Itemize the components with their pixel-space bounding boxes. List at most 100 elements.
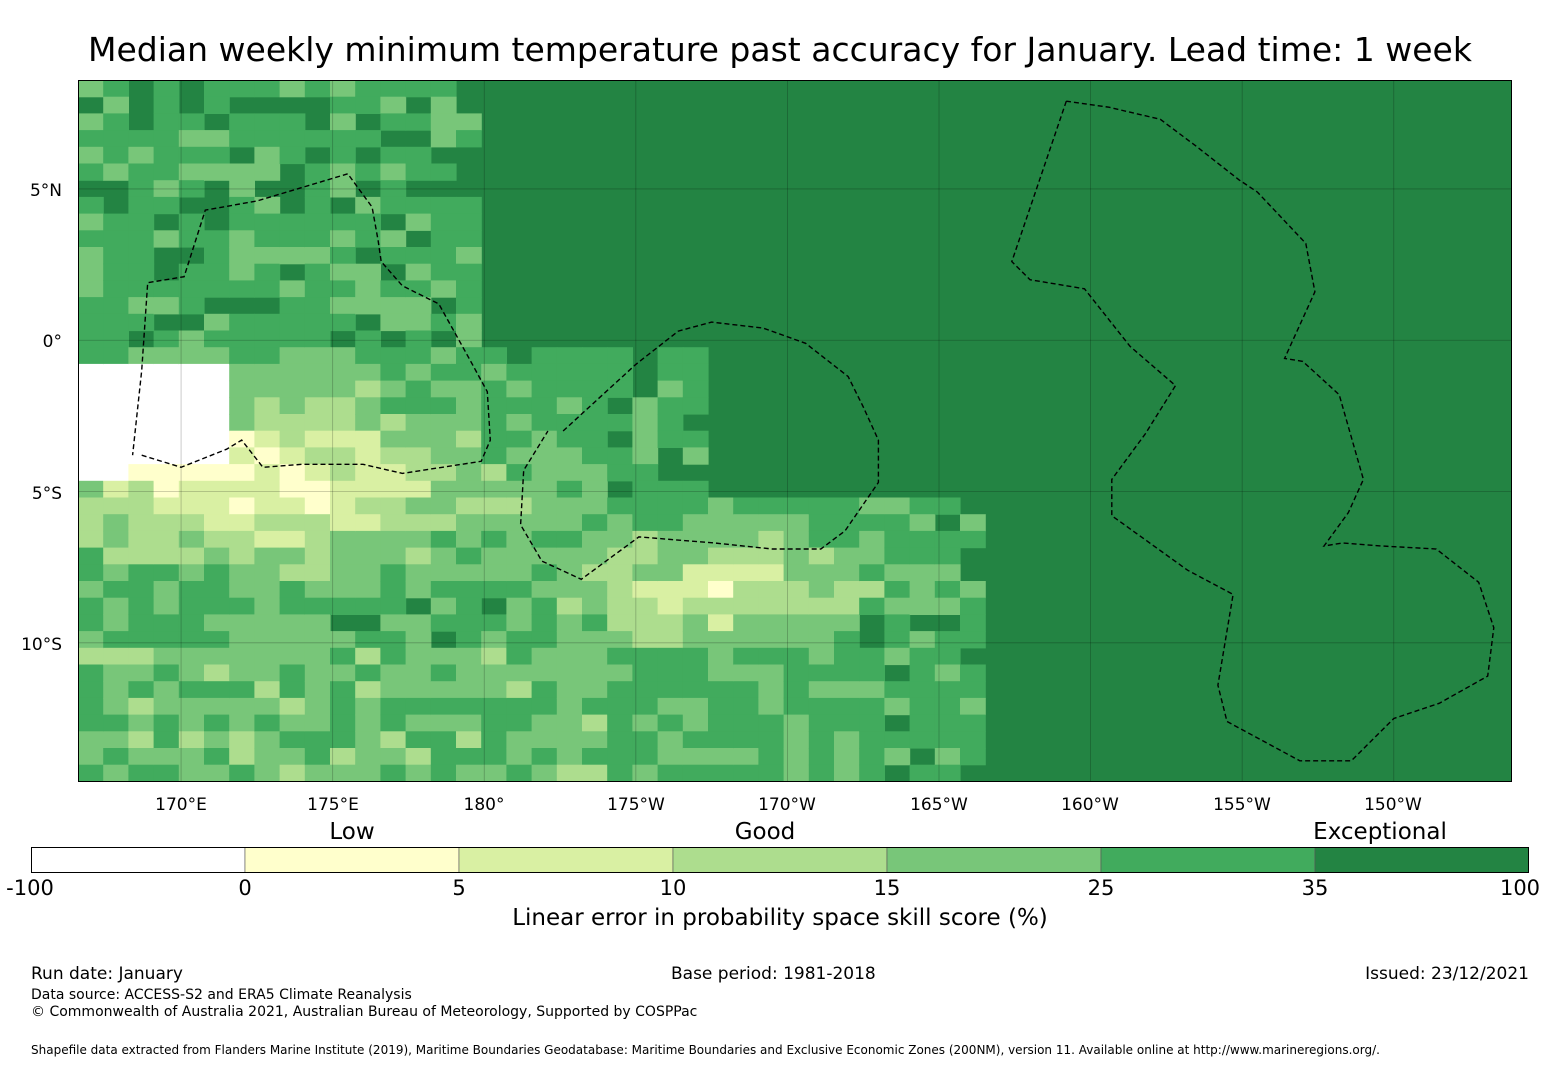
skill-cell — [330, 213, 356, 231]
skill-cell — [78, 213, 104, 231]
skill-cell — [657, 748, 684, 766]
skill-cell — [380, 714, 407, 732]
skill-cell — [330, 464, 356, 482]
skill-cell — [355, 363, 381, 382]
skill-cell — [128, 497, 155, 515]
skill-cell — [380, 113, 407, 131]
skill-cell — [153, 330, 180, 348]
skill-cell — [733, 614, 759, 632]
skill-cell — [783, 581, 810, 599]
skill-cell — [909, 564, 936, 582]
skill-cell — [279, 480, 306, 499]
skill-cell — [682, 631, 709, 649]
skill-cell — [884, 748, 911, 766]
skill-cell — [733, 564, 759, 582]
skill-cell — [607, 414, 633, 432]
skill-cell — [531, 380, 558, 398]
skill-cell — [229, 397, 255, 415]
skill-cell — [304, 464, 331, 482]
skill-cell — [859, 748, 885, 766]
skill-cell — [632, 631, 659, 649]
skill-cell — [758, 647, 785, 666]
skill-cell — [682, 530, 709, 549]
skill-cell — [733, 681, 759, 699]
eez-boundary-tuvalu — [131, 172, 492, 475]
skill-cell — [506, 464, 533, 482]
skill-cell — [430, 247, 457, 265]
skill-cell — [330, 764, 356, 782]
skill-cell — [304, 313, 331, 332]
skill-cell — [204, 714, 230, 732]
skill-cell — [178, 380, 205, 398]
skill-cell — [632, 664, 659, 682]
skill-cell — [456, 714, 482, 732]
skill-cell — [758, 530, 785, 549]
skill-cell — [506, 514, 533, 532]
skill-cell — [657, 514, 684, 532]
skill-cell — [178, 547, 205, 565]
skill-cell — [506, 748, 533, 766]
skill-cell — [682, 597, 709, 615]
skill-cell — [405, 530, 432, 549]
skill-cell — [128, 146, 155, 165]
skill-cell — [279, 313, 306, 332]
skill-cell — [456, 664, 482, 682]
skill-cell — [178, 597, 205, 615]
skill-cell — [279, 530, 306, 549]
skill-cell — [632, 430, 659, 448]
colorbar-segment — [886, 847, 1102, 873]
skill-cell — [657, 363, 684, 382]
skill-cell — [430, 130, 457, 148]
skill-cell — [204, 96, 230, 114]
skill-cell — [204, 530, 230, 549]
skill-cell — [582, 631, 608, 649]
skill-cell — [506, 681, 533, 699]
skill-cell — [254, 581, 281, 599]
skill-cell — [229, 263, 255, 281]
skill-cell — [380, 280, 407, 298]
skill-cell — [657, 581, 684, 599]
skill-cell — [330, 748, 356, 766]
skill-cell — [229, 163, 255, 181]
skill-cell — [229, 714, 255, 732]
skill-cell — [304, 681, 331, 699]
skill-cell — [229, 547, 255, 565]
skill-cell — [330, 480, 356, 499]
skill-cell — [128, 514, 155, 532]
lon-label-165w: 165°W — [910, 795, 968, 815]
skill-cell — [481, 748, 507, 766]
skill-cell — [430, 397, 457, 415]
skill-cell — [884, 681, 911, 699]
skill-cell — [380, 180, 407, 198]
skill-cell — [481, 714, 507, 732]
skill-cell — [884, 564, 911, 582]
skill-cell — [531, 597, 558, 615]
skill-cell — [330, 631, 356, 649]
skill-cell — [607, 581, 633, 599]
skill-cell — [279, 380, 306, 398]
skill-cell — [758, 597, 785, 615]
skill-cell — [178, 581, 205, 599]
skill-cell — [380, 196, 407, 215]
skill-cell — [758, 681, 785, 699]
skill-cell — [279, 631, 306, 649]
skill-cell — [304, 614, 331, 632]
skill-cell — [934, 497, 961, 515]
skill-cell — [304, 564, 331, 582]
skill-cell — [304, 230, 331, 248]
skill-cell — [456, 764, 482, 782]
skill-cell — [884, 614, 911, 632]
skill-cell — [204, 163, 230, 181]
lat-label-5s: 5°S — [31, 484, 62, 504]
skill-cell — [657, 380, 684, 398]
skill-cell — [456, 130, 482, 148]
skill-cell — [405, 564, 432, 582]
skill-cell — [380, 547, 407, 565]
skill-cell — [456, 447, 482, 465]
skill-cell — [380, 647, 407, 666]
tick-label-100: 100 — [1499, 876, 1541, 900]
skill-cell — [304, 163, 331, 181]
skill-cell — [380, 230, 407, 248]
skill-cell — [128, 263, 155, 281]
skill-cell — [229, 80, 255, 98]
